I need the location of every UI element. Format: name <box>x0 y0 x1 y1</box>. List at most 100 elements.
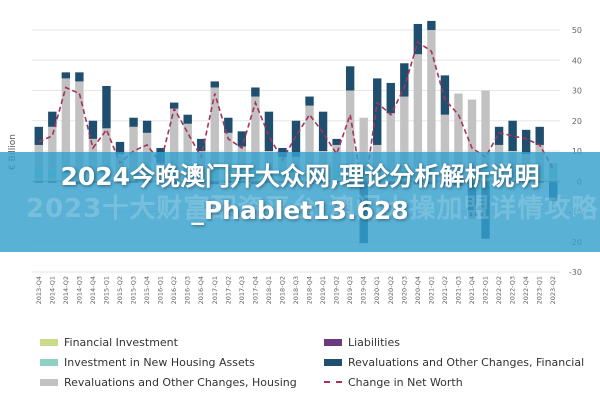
overlay-banner <box>0 152 600 252</box>
x-tick-label: 2018-Q2 <box>278 276 286 304</box>
x-tick-label: 2018-Q1 <box>265 276 273 304</box>
x-tick-label: 2015-Q1 <box>102 276 110 304</box>
bar-segment <box>440 75 450 115</box>
x-tick-label: 2020-Q2 <box>387 276 395 304</box>
bar-segment <box>115 141 125 155</box>
bar-segment <box>237 131 247 147</box>
bar-segment <box>251 87 260 97</box>
bar-segment <box>318 111 328 151</box>
bar-segment <box>224 132 233 170</box>
bar-segment <box>521 129 531 155</box>
x-tick-label: 2016-Q3 <box>184 276 192 304</box>
x-tick-label: 2021-Q4 <box>468 276 476 304</box>
bar-segment <box>102 85 111 129</box>
bar-segment <box>535 126 544 145</box>
bar-segment <box>345 66 355 91</box>
chart-legend: Financial Investment Investment in New H… <box>40 333 584 395</box>
legend-swatch <box>40 358 58 366</box>
bar-segment <box>373 78 382 145</box>
x-tick-label: 2023-Q1 <box>536 276 544 304</box>
x-tick-label: 2019-Q1 <box>319 276 327 304</box>
bar-segment <box>88 120 98 139</box>
bar-segment <box>48 111 57 127</box>
bar-segment <box>75 72 84 82</box>
legend-swatch <box>324 338 342 346</box>
x-tick-label: 2014-Q2 <box>62 276 70 304</box>
x-tick-label: 2021-Q2 <box>441 276 449 304</box>
x-tick-label: 2015-Q3 <box>130 276 138 304</box>
bar-segment <box>305 96 314 106</box>
bar-segment <box>400 63 409 97</box>
legend-item-financial-investment: Financial Investment <box>40 333 178 351</box>
y-tick-label: 10 <box>572 147 582 156</box>
x-tick-label: 2021-Q1 <box>427 276 435 304</box>
bar-segment <box>427 30 436 170</box>
legend-label: Revaluations and Other Changes, Financia… <box>348 355 585 369</box>
bar-segment <box>386 82 395 114</box>
x-tick-label: 2017-Q1 <box>211 276 219 304</box>
bar-segment <box>48 126 57 170</box>
x-tick-label: 2019-Q3 <box>346 276 354 304</box>
x-tick-label: 2017-Q4 <box>251 276 259 304</box>
bar-segment <box>183 123 192 170</box>
x-tick-label: 2022-Q3 <box>509 276 517 304</box>
x-tick-label: 2016-Q2 <box>170 276 178 304</box>
x-tick-label: 2019-Q4 <box>360 276 368 304</box>
bar-segment <box>494 126 504 145</box>
legend-label: Investment in New Housing Assets <box>64 355 255 369</box>
x-tick-label: 2023-Q2 <box>549 276 557 304</box>
x-tick-label: 2022-Q4 <box>522 276 530 304</box>
bar-segment <box>305 105 314 170</box>
bar-segment <box>345 90 355 170</box>
x-tick-label: 2016-Q4 <box>197 276 205 304</box>
legend-line-swatch <box>324 381 342 383</box>
bar-segment <box>440 114 450 170</box>
x-tick-label: 2022-Q1 <box>482 276 490 304</box>
legend-label: Liabilities <box>348 335 400 349</box>
bar-segment <box>467 99 477 170</box>
x-tick-label: 2014-Q3 <box>75 276 83 304</box>
bar-segment <box>34 126 43 145</box>
bar-segment <box>183 114 192 124</box>
legend-item-new-housing: Investment in New Housing Assets <box>40 353 255 371</box>
x-tick-label: 2018-Q3 <box>292 276 300 304</box>
x-tick-label: 2014-Q4 <box>89 276 97 304</box>
bar-segment <box>359 117 368 170</box>
legend-swatch <box>324 358 342 366</box>
x-tick-label: 2020-Q3 <box>400 276 408 304</box>
bar-segment <box>454 93 463 170</box>
bar-segment <box>427 20 436 30</box>
bar-segment <box>400 96 409 170</box>
y-tick-label: -30 <box>569 268 582 277</box>
legend-label: Change in Net Worth <box>348 375 463 389</box>
x-tick-label: 2016-Q1 <box>157 276 165 304</box>
bar-segment <box>169 108 179 170</box>
bar-segment <box>413 23 423 55</box>
x-tick-label: 2019-Q2 <box>333 276 341 304</box>
legend-item-net-worth: Change in Net Worth <box>324 373 463 391</box>
bar-segment <box>75 81 84 170</box>
bar-segment <box>264 111 274 151</box>
bar-segment <box>102 128 111 171</box>
bar-segment <box>169 102 179 109</box>
bar-segment <box>142 132 152 170</box>
bar-segment <box>386 113 395 174</box>
legend-label: Financial Investment <box>64 335 178 349</box>
x-tick-label: 2020-Q4 <box>414 276 422 304</box>
bar-segment <box>251 96 260 170</box>
x-tick-label: 2020-Q1 <box>373 276 381 304</box>
y-tick-label: 40 <box>572 56 582 65</box>
legend-item-reval-financial: Revaluations and Other Changes, Financia… <box>324 353 584 371</box>
y-tick-label: 50 <box>572 26 582 35</box>
legend-item-liabilities: Liabilities <box>324 333 400 351</box>
banner-title: 2024今晚澳门开大众网,理论分析解析说明_Phablet13.628 <box>60 162 540 225</box>
bar-segment <box>210 81 219 88</box>
bar-segment <box>224 117 233 133</box>
x-tick-label: 2015-Q2 <box>116 276 124 304</box>
x-tick-label: 2018-Q4 <box>306 276 314 304</box>
y-tick-label: 30 <box>572 87 582 96</box>
legend-swatch <box>40 338 58 346</box>
x-tick-label: 2022-Q2 <box>495 276 503 304</box>
x-tick-label: 2021-Q3 <box>454 276 462 304</box>
bar-segment <box>291 120 301 158</box>
